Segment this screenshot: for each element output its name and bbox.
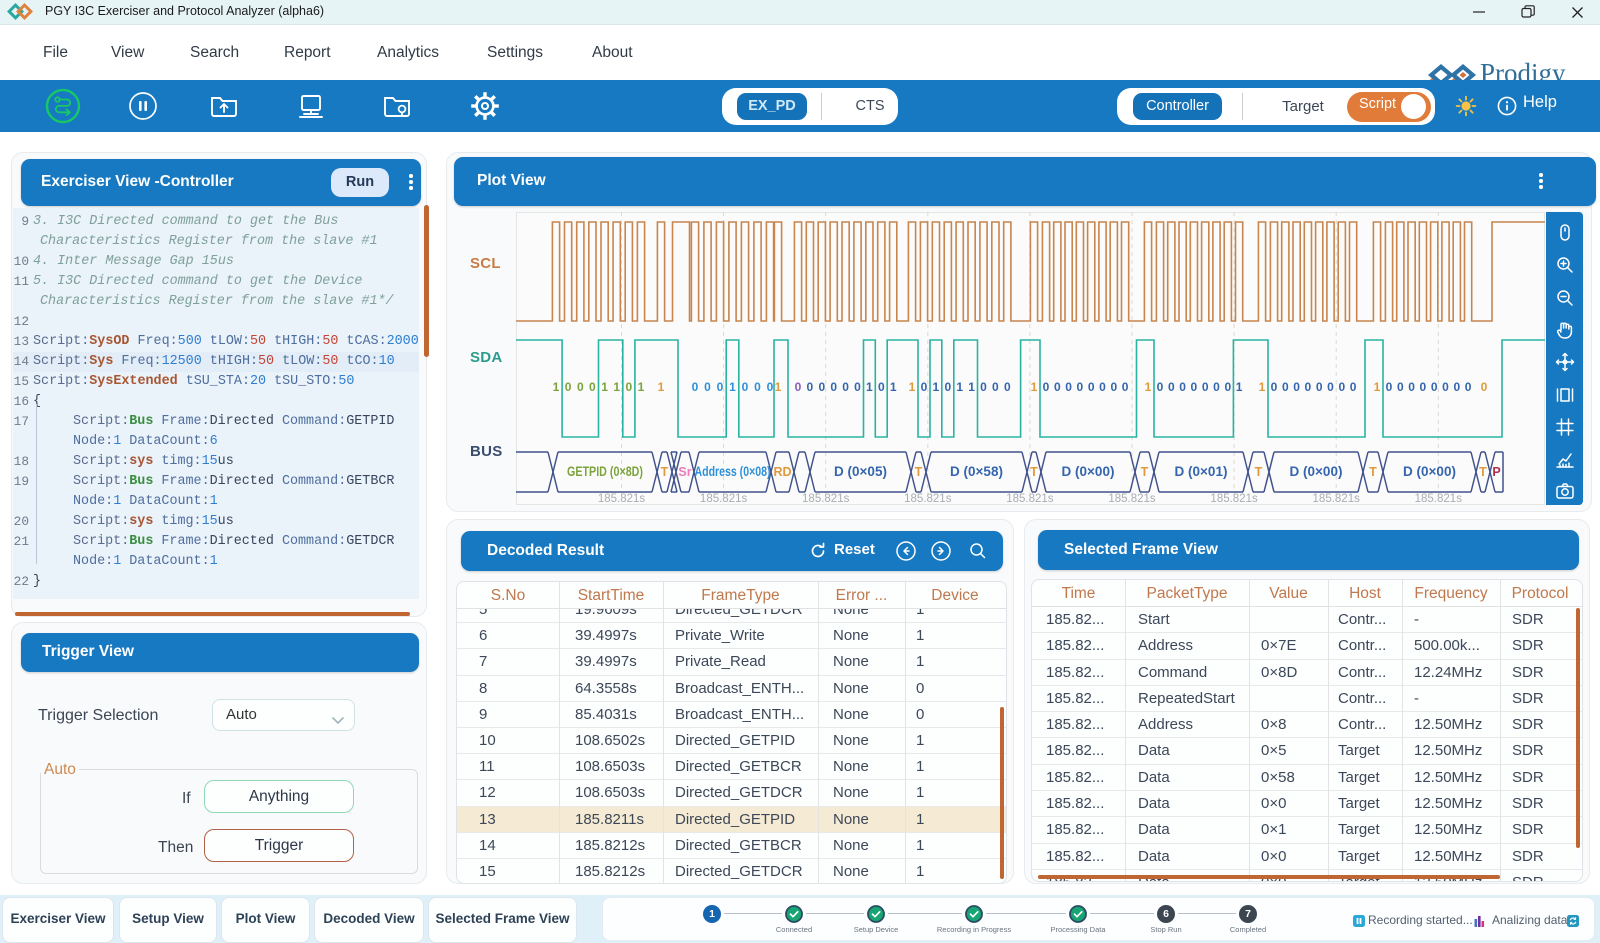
svg-text:1: 1 [1259,380,1266,394]
svg-text:0: 0 [1442,380,1449,394]
svg-text:T: T [661,465,669,479]
svg-text:0: 0 [1065,380,1072,394]
svg-text:1: 1 [729,380,736,394]
svg-text:0: 0 [704,380,711,394]
svg-text:0: 0 [1202,380,1209,394]
svg-text:0: 0 [1004,380,1011,394]
svg-text:0: 0 [992,380,999,394]
svg-text:1: 1 [613,380,620,394]
svg-text:0: 0 [625,380,632,394]
svg-text:0: 0 [1271,380,1278,394]
svg-text:T: T [1369,465,1377,479]
svg-text:1: 1 [890,380,897,394]
svg-text:0: 0 [1054,380,1061,394]
svg-text:0: 0 [1316,380,1323,394]
svg-text:GETPID (0×8D): GETPID (0×8D) [567,464,643,479]
svg-text:185.821s: 185.821s [1108,493,1156,505]
svg-text:185.821s: 185.821s [904,493,952,505]
svg-text:D (0×05): D (0×05) [834,464,887,479]
svg-text:1: 1 [1145,380,1152,394]
svg-text:0: 0 [1481,380,1488,394]
svg-text:0: 0 [1122,380,1129,394]
svg-text:0: 0 [589,380,596,394]
svg-text:0: 0 [980,380,987,394]
svg-text:1: 1 [933,380,940,394]
svg-text:0: 0 [1338,380,1345,394]
svg-text:D (0×01): D (0×01) [1175,464,1228,479]
svg-text:1: 1 [601,380,608,394]
svg-text:1: 1 [956,380,963,394]
svg-text:0: 0 [717,380,724,394]
svg-text:D (0×00): D (0×00) [1062,464,1115,479]
svg-text:0: 0 [807,380,814,394]
svg-text:0: 0 [944,380,951,394]
svg-text:0: 0 [1453,380,1460,394]
svg-text:1: 1 [1031,380,1038,394]
svg-text:RD: RD [773,465,791,479]
svg-text:185.821s: 185.821s [1210,493,1258,505]
svg-text:0: 0 [1110,380,1117,394]
svg-text:0: 0 [1213,380,1220,394]
svg-text:1: 1 [775,380,782,394]
svg-text:0: 0 [1305,380,1312,394]
svg-text:185.821s: 185.821s [1313,493,1361,505]
svg-text:0: 0 [1088,380,1095,394]
svg-text:1: 1 [553,380,560,394]
svg-text:0: 0 [1386,380,1393,394]
svg-text:185.821s: 185.821s [1415,493,1463,505]
svg-text:0: 0 [1397,380,1404,394]
svg-text:P: P [1492,465,1500,479]
svg-text:1: 1 [1236,380,1243,394]
svg-text:T: T [1030,465,1038,479]
svg-text:0: 0 [742,380,749,394]
svg-text:1: 1 [1374,380,1381,394]
svg-text:0: 0 [1293,380,1300,394]
svg-text:0: 0 [878,380,885,394]
svg-text:1: 1 [968,380,975,394]
svg-text:0: 0 [577,380,584,394]
svg-text:T: T [1141,465,1149,479]
svg-text:0: 0 [830,380,837,394]
svg-text:0: 0 [1157,380,1164,394]
svg-text:0: 0 [767,380,774,394]
svg-text:D (0×00): D (0×00) [1290,464,1343,479]
svg-text:0: 0 [818,380,825,394]
svg-text:0: 0 [1179,380,1186,394]
svg-text:0: 0 [754,380,761,394]
svg-text:185.821s: 185.821s [1006,493,1054,505]
svg-text:0: 0 [1077,380,1084,394]
svg-text:0: 0 [921,380,928,394]
svg-text:0: 0 [1168,380,1175,394]
svg-text:0: 0 [1350,380,1357,394]
svg-text:0: 0 [1420,380,1427,394]
svg-text:0: 0 [1099,380,1106,394]
svg-text:1: 1 [658,380,665,394]
svg-text:Address (0×08): Address (0×08) [695,464,771,479]
svg-text:T: T [1255,465,1263,479]
svg-text:185.821s: 185.821s [598,493,646,505]
svg-text:0: 0 [692,380,699,394]
svg-text:0: 0 [565,380,572,394]
svg-text:1: 1 [866,380,873,394]
svg-text:0: 0 [795,380,802,394]
svg-text:D (0×58): D (0×58) [950,464,1003,479]
svg-text:0: 0 [1327,380,1334,394]
svg-text:0: 0 [1408,380,1415,394]
svg-text:0: 0 [854,380,861,394]
svg-text:D (0×00): D (0×00) [1403,464,1456,479]
svg-text:0: 0 [842,380,849,394]
svg-text:Sr: Sr [678,465,691,479]
svg-text:0: 0 [1043,380,1050,394]
svg-text:0: 0 [1465,380,1472,394]
svg-text:1: 1 [909,380,916,394]
svg-text:0: 0 [1431,380,1438,394]
svg-text:0: 0 [1191,380,1198,394]
svg-text:185.821s: 185.821s [700,493,748,505]
svg-text:185.821s: 185.821s [802,493,850,505]
svg-text:T: T [915,465,923,479]
svg-text:T: T [1479,465,1487,479]
svg-text:0: 0 [1224,380,1231,394]
svg-text:0: 0 [1282,380,1289,394]
svg-text:1: 1 [638,380,645,394]
